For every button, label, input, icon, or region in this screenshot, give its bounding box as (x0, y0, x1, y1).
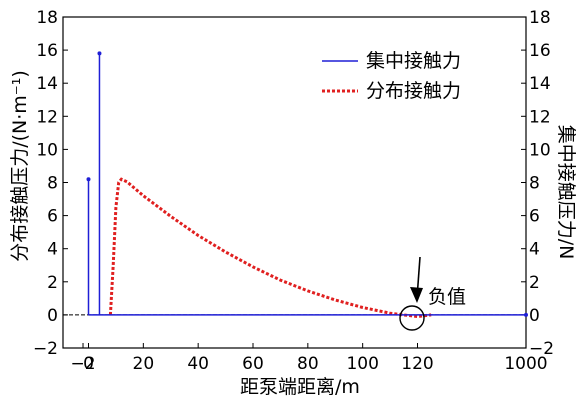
annotation-circle (399, 305, 425, 331)
y-right-tick-label: 6 (529, 207, 540, 227)
series-distributed-line (108, 177, 432, 319)
x-tick-label: −2 (70, 354, 95, 374)
x-tick-label: 20 (133, 354, 155, 374)
negative-value-annotation: 负值 (399, 256, 466, 331)
y-axis-left-title: 分布接触压力/(N·m⁻¹) (9, 70, 31, 262)
y-right-tick-label: 12 (529, 107, 551, 127)
y-left-tick-label: −2 (33, 339, 58, 359)
y-right-tick-label: 8 (529, 174, 540, 194)
x-tick-label: 0 (83, 354, 94, 374)
x-tick-label: 40 (187, 354, 209, 374)
y-left-tick-label: 8 (47, 174, 58, 194)
y-left-tick-label: 2 (47, 273, 58, 293)
y-right-tick-label: 16 (529, 41, 551, 61)
x-tick-label: 100 (346, 354, 378, 374)
y-left-tick-label: 14 (36, 74, 58, 94)
x-axis-ticks: −20 20 40 60 80 100 120 1000 (70, 343, 548, 374)
annotation-label: 负值 (428, 286, 466, 308)
y-left-tick-label: 10 (36, 140, 58, 160)
y-left-tick-label: 16 (36, 41, 58, 61)
y-axis-right-title: 集中接触压力/N (555, 125, 577, 260)
y-axis-right-ticks: 18 16 14 12 10 8 6 4 2 0 −2 (521, 8, 554, 359)
annotation-arrow-head (410, 287, 423, 303)
legend-label-concentrated: 集中接触力 (366, 50, 461, 72)
series-concentrated-point (97, 51, 102, 56)
y-left-tick-label: 6 (47, 207, 58, 227)
y-left-tick-label: 0 (47, 306, 58, 326)
y-right-tick-label: −2 (529, 339, 554, 359)
x-axis-title: 距泵端距离/m (240, 376, 360, 398)
x-tick-label: 1000 (504, 354, 547, 374)
y-left-tick-label: 12 (36, 107, 58, 127)
y-right-tick-label: 14 (529, 74, 551, 94)
y-right-tick-label: 0 (529, 306, 540, 326)
series-layer (86, 51, 528, 319)
x-tick-label: 80 (297, 354, 319, 374)
y-right-tick-label: 10 (529, 140, 551, 160)
x-tick-label: 60 (242, 354, 264, 374)
y-axis-left-ticks: 18 16 14 12 10 8 6 4 2 0 −2 (33, 8, 68, 359)
y-left-tick-label: 4 (47, 240, 58, 260)
legend: 集中接触力 分布接触力 (322, 50, 461, 102)
y-right-tick-label: 4 (529, 240, 540, 260)
legend-label-distributed: 分布接触力 (366, 80, 461, 102)
series-concentrated-point (86, 177, 91, 182)
y-right-tick-label: 2 (529, 273, 540, 293)
y-left-tick-label: 18 (36, 8, 58, 28)
x-tick-label: 120 (401, 354, 433, 374)
series-concentrated-endpoint (524, 312, 528, 317)
y-right-tick-label: 18 (529, 8, 551, 28)
